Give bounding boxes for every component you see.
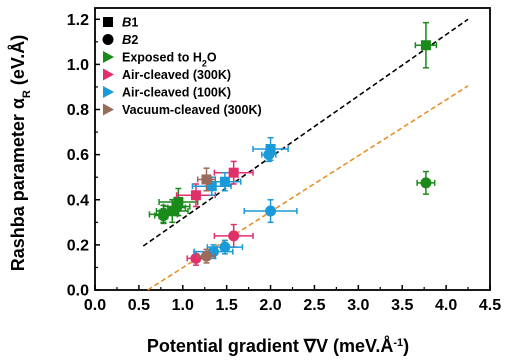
legend-item: Exposed to H2O bbox=[103, 51, 217, 69]
legend-item: B2 bbox=[102, 32, 138, 47]
y-tick-label: 1.2 bbox=[67, 12, 89, 29]
x-tick-label: 1.5 bbox=[216, 297, 238, 314]
x-tick-label: 4.0 bbox=[435, 297, 457, 314]
legend-label: B2 bbox=[122, 32, 138, 47]
y-tick-label: 1.0 bbox=[67, 57, 89, 74]
data-point bbox=[243, 199, 298, 224]
data-point bbox=[196, 248, 217, 264]
legend-label: B1 bbox=[122, 15, 138, 30]
legend-item: B1 bbox=[103, 15, 138, 30]
circle-marker-icon bbox=[102, 34, 114, 45]
data-point bbox=[153, 208, 173, 224]
x-tick-label: 4.5 bbox=[479, 297, 501, 314]
data-point bbox=[213, 160, 254, 185]
triangle-marker-icon bbox=[103, 103, 114, 116]
fit-lines bbox=[142, 18, 469, 291]
legend-item: Air-cleaved (300K) bbox=[103, 68, 231, 82]
y-tick-label: 0.4 bbox=[67, 192, 89, 209]
x-tick-label: 1.0 bbox=[172, 297, 194, 314]
legend-label: Vacuum-cleaved (300K) bbox=[122, 103, 262, 117]
legend-item: Air-cleaved (100K) bbox=[103, 86, 231, 100]
y-axis-title: Rashba parameter αR (eV.Å) bbox=[8, 35, 33, 271]
data-points bbox=[148, 21, 438, 266]
axes: 0.0 0.5 1.0 1.5 2.0 2.5 3.0 3.5 4.0 4.5 0.0 0.2 0.4 0… bbox=[67, 7, 501, 314]
data-point bbox=[261, 147, 277, 163]
data-point bbox=[206, 239, 244, 255]
data-point bbox=[213, 223, 254, 248]
legend-label: Air-cleaved (300K) bbox=[122, 68, 231, 82]
triangle-marker-icon bbox=[103, 68, 114, 81]
y-tick-label: 0.8 bbox=[67, 102, 89, 119]
data-point bbox=[167, 200, 187, 216]
x-tick-label: 2.0 bbox=[259, 297, 281, 314]
x-axis-title: Potential gradient ∇V (meV.Å-1) bbox=[147, 336, 409, 356]
fit-line-2 bbox=[147, 85, 469, 291]
x-tick-label: 0.0 bbox=[84, 297, 106, 314]
y-tick-label: 0.2 bbox=[67, 237, 89, 254]
y-tick-label: 0.6 bbox=[67, 147, 89, 164]
triangle-marker-icon bbox=[103, 51, 114, 63]
x-tick-label: 2.5 bbox=[303, 297, 325, 314]
legend-label: Air-cleaved (100K) bbox=[122, 86, 231, 100]
triangle-marker-icon bbox=[103, 86, 114, 98]
square-marker-icon bbox=[103, 17, 113, 27]
x-tick-label: 3.5 bbox=[391, 297, 413, 314]
fit-line-1 bbox=[142, 18, 469, 247]
data-point bbox=[414, 21, 438, 69]
data-point bbox=[196, 167, 217, 192]
data-point bbox=[416, 170, 436, 195]
y-tick-label: 0.0 bbox=[67, 283, 89, 300]
data-point bbox=[252, 136, 289, 162]
x-tick-label: 0.5 bbox=[128, 297, 150, 314]
legend-item: Vacuum-cleaved (300K) bbox=[103, 103, 262, 117]
x-tick-label: 3.0 bbox=[347, 297, 369, 314]
legend-label: Exposed to H2O bbox=[122, 51, 217, 69]
